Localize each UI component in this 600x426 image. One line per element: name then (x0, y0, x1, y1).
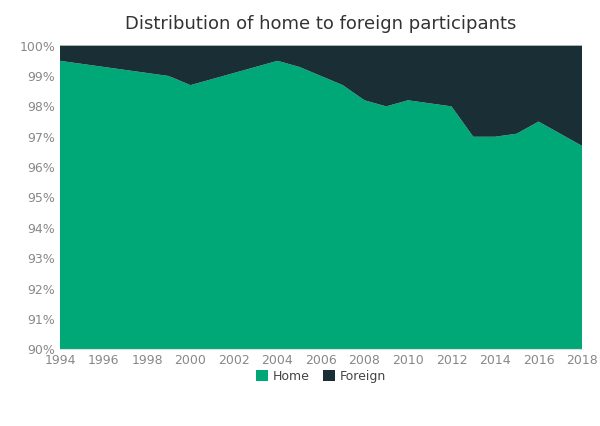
Title: Distribution of home to foreign participants: Distribution of home to foreign particip… (125, 15, 517, 33)
Legend: Home, Foreign: Home, Foreign (256, 370, 386, 383)
